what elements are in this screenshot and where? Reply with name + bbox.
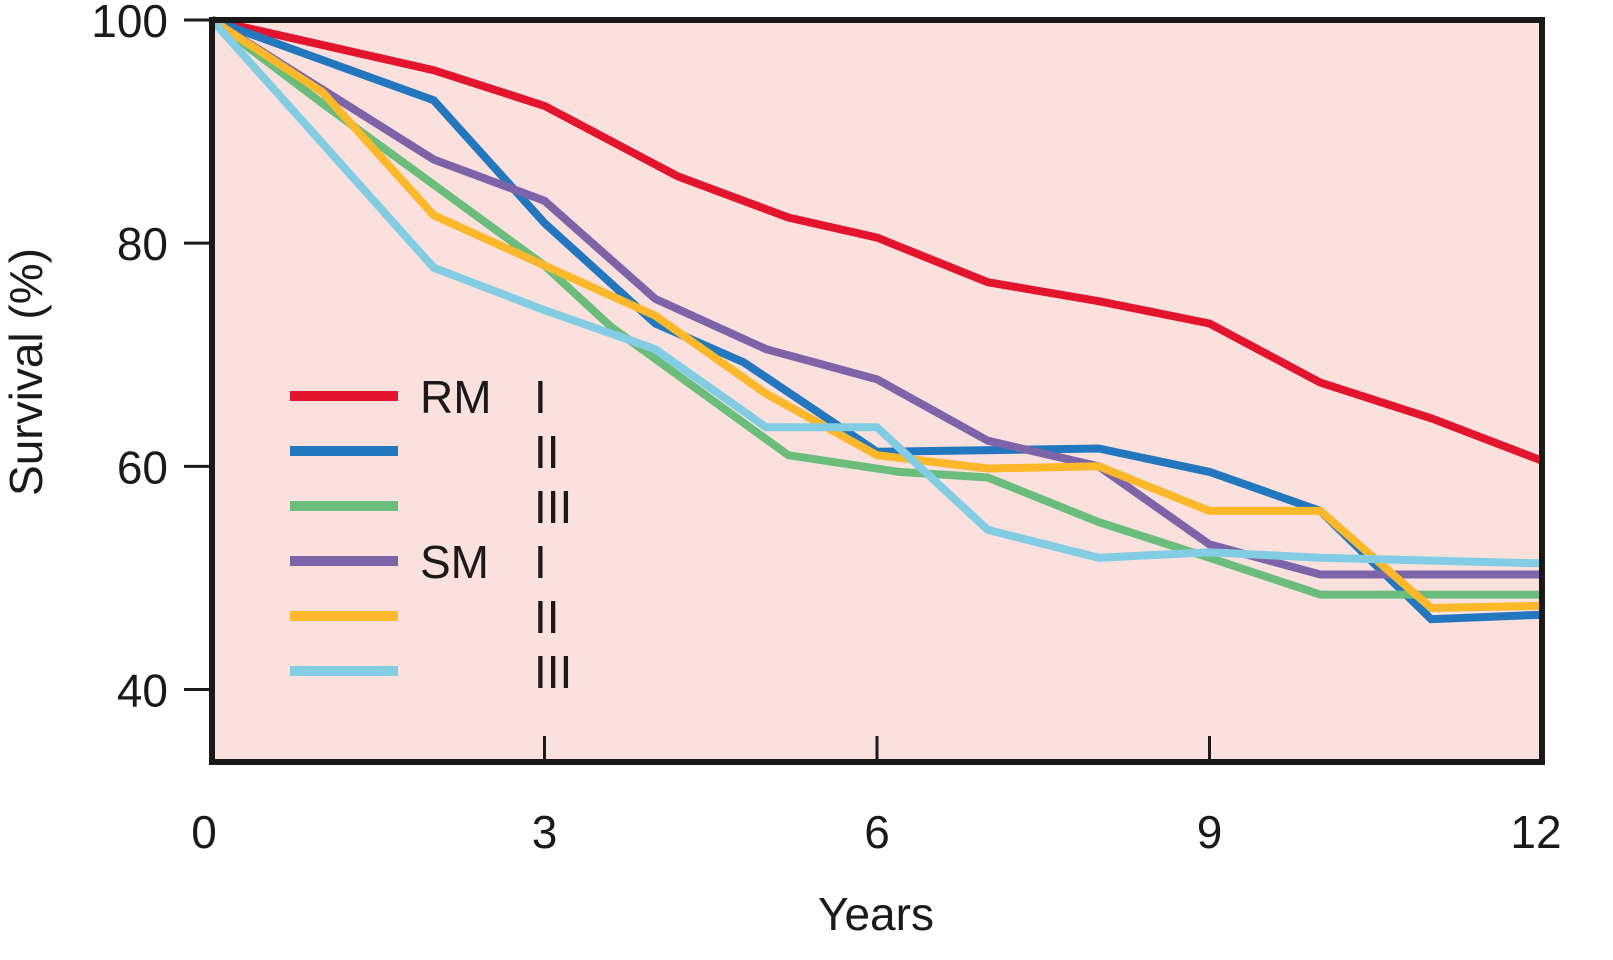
- series-lines: [209, 16, 1544, 624]
- y-axis-title: Survival (%): [0, 248, 52, 496]
- series-line-rm-iii: [209, 16, 1542, 599]
- legend-stage-label: III: [534, 646, 572, 698]
- series-line-rm-i: [211, 16, 1544, 465]
- plot-area: [212, 20, 1542, 762]
- x-tick-label: 12: [1510, 806, 1561, 858]
- legend-stage-label: I: [534, 536, 547, 588]
- legend-stage-label: II: [534, 426, 560, 478]
- legend-stage-label: II: [534, 591, 560, 643]
- y-axis: 100 80 60 40: [91, 0, 212, 716]
- y-tick-label: 60: [117, 441, 168, 493]
- x-axis-title: Years: [818, 888, 934, 940]
- legend-group-label: RM: [420, 371, 492, 423]
- series-line-sm-iii: [209, 17, 1543, 568]
- x-tick-label: 6: [864, 806, 890, 858]
- series-line-sm-ii: [209, 16, 1543, 613]
- y-tick-label: 100: [91, 0, 168, 47]
- y-tick-label: 40: [117, 664, 168, 716]
- x-axis: 0 3 6 9 12: [191, 736, 1562, 858]
- x-tick-label: 9: [1197, 806, 1223, 858]
- legend-stage-label: I: [534, 371, 547, 423]
- y-tick-label: 80: [117, 218, 168, 270]
- legend-stage-label: III: [534, 481, 572, 533]
- x-tick-label: 0: [191, 806, 217, 858]
- legend-group-label: SM: [420, 536, 489, 588]
- x-tick-label: 3: [532, 806, 558, 858]
